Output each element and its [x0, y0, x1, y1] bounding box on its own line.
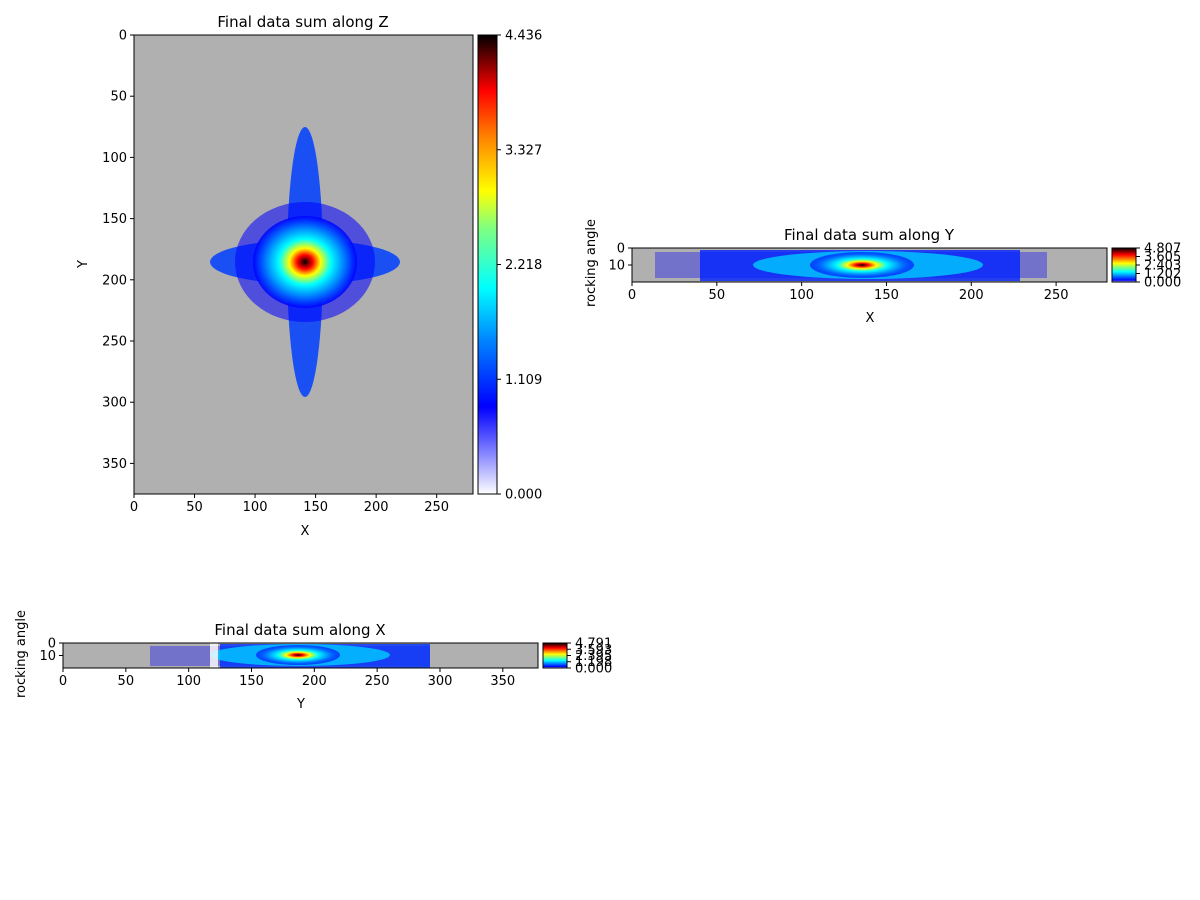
- y-tick-label: 300: [102, 396, 127, 411]
- x-tick-label: 50: [709, 288, 726, 303]
- x-axis-label: Y: [296, 697, 305, 712]
- colorbar-tick-label: 2.218: [505, 258, 542, 273]
- intensity-map: [150, 643, 430, 668]
- y-tick-label: 250: [102, 335, 127, 350]
- x-tick-label: 350: [490, 674, 515, 689]
- panel-title: Final data sum along X: [214, 621, 385, 639]
- x-tick-label: 150: [239, 674, 264, 689]
- colorbar: [477, 34, 498, 495]
- colorbar-tick-label: 2.403: [1144, 259, 1181, 274]
- intensity-map: [655, 250, 1047, 281]
- x-tick-label: 250: [1044, 288, 1069, 303]
- x-tick-label: 200: [959, 288, 984, 303]
- x-tick-label: 150: [874, 288, 899, 303]
- panel-title: Final data sum along Z: [217, 13, 388, 31]
- panel-sum-along-z: Final data sum along Z 0 50 100 150 200 250 0…: [76, 13, 542, 539]
- y-tick-label: 0: [617, 242, 625, 257]
- x-tick-label: 300: [428, 674, 453, 689]
- colorbar-tick-label: 1.202: [1144, 267, 1181, 282]
- y-axis-label: Y: [76, 260, 91, 269]
- y-tick-label: 350: [102, 457, 127, 472]
- panel-title: Final data sum along Y: [784, 226, 955, 244]
- panel-sum-along-x: Final data sum along X 0 50 100 150 200 250 30…: [14, 610, 612, 712]
- x-axis-label: X: [301, 524, 310, 539]
- x-tick-label: 100: [789, 288, 814, 303]
- plot-frame: [133, 34, 474, 495]
- x-tick-label: 0: [130, 500, 138, 515]
- colorbar-tick-label: 4.436: [505, 29, 542, 44]
- colorbar-tick-label: 3.605: [1144, 250, 1181, 265]
- colorbar: [542, 642, 568, 669]
- colorbar-tick-label: 0.000: [575, 662, 612, 677]
- colorbar-tick-label: 3.327: [505, 143, 542, 158]
- x-tick-label: 100: [176, 674, 201, 689]
- x-axis: 0 50 100 150 200 250 300 350: [59, 668, 515, 689]
- colorbar: [1111, 247, 1137, 283]
- colorbar-tick-label: 0.000: [505, 488, 542, 503]
- x-tick-label: 200: [302, 674, 327, 689]
- colorbar-tick-label: 1.198: [575, 655, 612, 670]
- x-tick-label: 0: [628, 288, 636, 303]
- y-tick-label: 200: [102, 273, 127, 288]
- colorbar-tick-label: 4.807: [1144, 242, 1181, 257]
- y-tick-label: 50: [110, 90, 127, 105]
- y-tick-label: 0: [119, 29, 127, 44]
- panel-sum-along-y: Final data sum along Y 0 50 100 150 200 250 0…: [584, 219, 1181, 326]
- y-axis: 0 50 100 150 200 250 300 350: [102, 29, 134, 472]
- x-axis: 0 50 100 150 200 250: [130, 494, 449, 515]
- y-tick-label: 10: [39, 649, 56, 664]
- x-tick-label: 150: [303, 500, 328, 515]
- colorbar-tick-label: 1.109: [505, 373, 542, 388]
- colorbar-tick-label: 4.791: [575, 637, 612, 652]
- y-axis-label: rocking angle: [14, 610, 29, 698]
- intensity-map: [210, 127, 400, 397]
- colorbar-ticks: 0.000 1.109 2.218 3.327 4.436: [497, 29, 542, 503]
- y-axis: 010: [39, 637, 63, 664]
- colorbar-tick-label: 3.593: [575, 643, 612, 658]
- x-tick-label: 50: [186, 500, 203, 515]
- y-tick-label: 0: [48, 637, 56, 652]
- x-tick-label: 200: [364, 500, 389, 515]
- x-tick-label: 250: [424, 500, 449, 515]
- y-tick-label: 150: [102, 212, 127, 227]
- x-tick-label: 250: [365, 674, 390, 689]
- y-axis-label: rocking angle: [584, 219, 599, 307]
- y-tick-label: 10: [608, 259, 625, 274]
- y-tick-label: 100: [102, 151, 127, 166]
- x-axis-label: X: [866, 311, 875, 326]
- colorbar-tick-label: 2.395: [575, 649, 612, 664]
- y-axis: 010: [608, 242, 632, 274]
- x-tick-label: 0: [59, 674, 67, 689]
- x-tick-label: 50: [118, 674, 135, 689]
- x-tick-label: 100: [243, 500, 268, 515]
- x-axis: 0 50 100 150 200 250: [628, 282, 1069, 303]
- colorbar-tick-label: 0.000: [1144, 276, 1181, 291]
